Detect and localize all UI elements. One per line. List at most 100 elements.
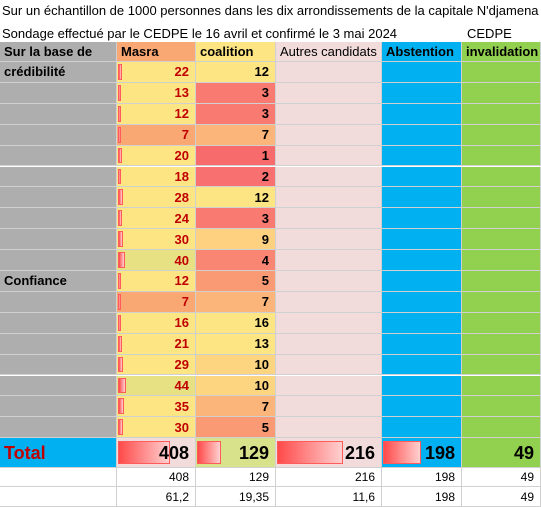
abstention-cell[interactable] [382, 103, 462, 125]
autres-cell[interactable] [276, 250, 382, 271]
invalidation-cell[interactable] [462, 187, 541, 209]
invalidation-cell[interactable] [462, 271, 541, 292]
masra-cell[interactable]: 7 [117, 124, 196, 146]
invalidation-cell[interactable] [462, 312, 541, 334]
abstention-cell[interactable] [382, 145, 462, 167]
abstention-cell[interactable] [382, 291, 462, 313]
invalidation-cell[interactable] [462, 291, 541, 313]
invalidation-cell[interactable] [462, 333, 541, 355]
masra-cell[interactable]: 18 [117, 166, 196, 188]
abstention-cell[interactable] [382, 375, 462, 397]
masra-cell[interactable]: 28 [117, 187, 196, 209]
row-label[interactable] [0, 291, 117, 313]
invalidation-cell[interactable] [462, 166, 541, 188]
percent-invalidation[interactable]: 49 [462, 487, 541, 507]
coalition-cell[interactable]: 5 [196, 271, 276, 292]
masra-cell[interactable]: 24 [117, 208, 196, 230]
masra-cell[interactable]: 20 [117, 145, 196, 167]
coalition-cell[interactable]: 5 [196, 417, 276, 439]
header-autres[interactable]: Autres candidats [276, 42, 382, 62]
row-label[interactable] [0, 124, 117, 146]
autres-cell[interactable] [276, 271, 382, 292]
row-label[interactable] [0, 166, 117, 188]
coalition-cell[interactable]: 10 [196, 375, 276, 397]
coalition-cell[interactable]: 2 [196, 166, 276, 188]
row-label[interactable] [0, 145, 117, 167]
row-label[interactable]: Confiance [0, 271, 117, 292]
header-invalidation[interactable]: invalidation [462, 42, 541, 62]
abstention-cell[interactable] [382, 166, 462, 188]
coalition-cell[interactable]: 7 [196, 291, 276, 313]
abstention-cell[interactable] [382, 354, 462, 376]
sum-label-cell[interactable] [0, 468, 117, 487]
row-label[interactable] [0, 229, 117, 251]
coalition-cell[interactable]: 4 [196, 250, 276, 271]
sum-coalition[interactable]: 129 [196, 468, 276, 487]
masra-cell[interactable]: 35 [117, 396, 196, 418]
masra-cell[interactable]: 29 [117, 354, 196, 376]
row-label[interactable] [0, 82, 117, 104]
total-invalidation[interactable]: 49 [462, 438, 541, 468]
invalidation-cell[interactable] [462, 145, 541, 167]
autres-cell[interactable] [276, 417, 382, 439]
masra-cell[interactable]: 13 [117, 82, 196, 104]
autres-cell[interactable] [276, 333, 382, 355]
masra-cell[interactable]: 22 [117, 62, 196, 83]
abstention-cell[interactable] [382, 82, 462, 104]
coalition-cell[interactable]: 7 [196, 124, 276, 146]
coalition-cell[interactable]: 7 [196, 396, 276, 418]
percent-masra[interactable]: 61,2 [117, 487, 196, 507]
coalition-cell[interactable]: 3 [196, 103, 276, 125]
total-masra[interactable]: 408 [117, 438, 196, 468]
percent-coalition[interactable]: 19,35 [196, 487, 276, 507]
sum-abstention[interactable]: 198 [382, 468, 462, 487]
coalition-cell[interactable]: 3 [196, 208, 276, 230]
sum-masra[interactable]: 408 [117, 468, 196, 487]
row-label[interactable] [0, 333, 117, 355]
autres-cell[interactable] [276, 375, 382, 397]
masra-cell[interactable]: 21 [117, 333, 196, 355]
percent-label-cell[interactable] [0, 487, 117, 507]
masra-cell[interactable]: 7 [117, 291, 196, 313]
invalidation-cell[interactable] [462, 62, 541, 83]
invalidation-cell[interactable] [462, 354, 541, 376]
header-coalition[interactable]: coalition [196, 42, 276, 62]
coalition-cell[interactable]: 3 [196, 82, 276, 104]
row-label[interactable] [0, 187, 117, 209]
abstention-cell[interactable] [382, 417, 462, 439]
autres-cell[interactable] [276, 103, 382, 125]
invalidation-cell[interactable] [462, 208, 541, 230]
abstention-cell[interactable] [382, 333, 462, 355]
coalition-cell[interactable]: 9 [196, 229, 276, 251]
row-label[interactable]: crédibilité [0, 62, 117, 83]
abstention-cell[interactable] [382, 250, 462, 271]
header-abstention[interactable]: Abstention [382, 42, 462, 62]
abstention-cell[interactable] [382, 229, 462, 251]
row-label[interactable] [0, 250, 117, 271]
abstention-cell[interactable] [382, 124, 462, 146]
invalidation-cell[interactable] [462, 124, 541, 146]
abstention-cell[interactable] [382, 208, 462, 230]
total-coalition[interactable]: 129 [196, 438, 276, 468]
autres-cell[interactable] [276, 124, 382, 146]
row-label[interactable] [0, 396, 117, 418]
masra-cell[interactable]: 16 [117, 312, 196, 334]
coalition-cell[interactable]: 1 [196, 145, 276, 167]
masra-cell[interactable]: 30 [117, 417, 196, 439]
autres-cell[interactable] [276, 82, 382, 104]
invalidation-cell[interactable] [462, 103, 541, 125]
invalidation-cell[interactable] [462, 82, 541, 104]
invalidation-cell[interactable] [462, 417, 541, 439]
coalition-cell[interactable]: 10 [196, 354, 276, 376]
abstention-cell[interactable] [382, 312, 462, 334]
percent-abstention[interactable]: 198 [382, 487, 462, 507]
autres-cell[interactable] [276, 166, 382, 188]
invalidation-cell[interactable] [462, 375, 541, 397]
autres-cell[interactable] [276, 229, 382, 251]
masra-cell[interactable]: 30 [117, 229, 196, 251]
row-label[interactable] [0, 208, 117, 230]
invalidation-cell[interactable] [462, 229, 541, 251]
row-label[interactable] [0, 417, 117, 439]
masra-cell[interactable]: 40 [117, 250, 196, 271]
autres-cell[interactable] [276, 354, 382, 376]
